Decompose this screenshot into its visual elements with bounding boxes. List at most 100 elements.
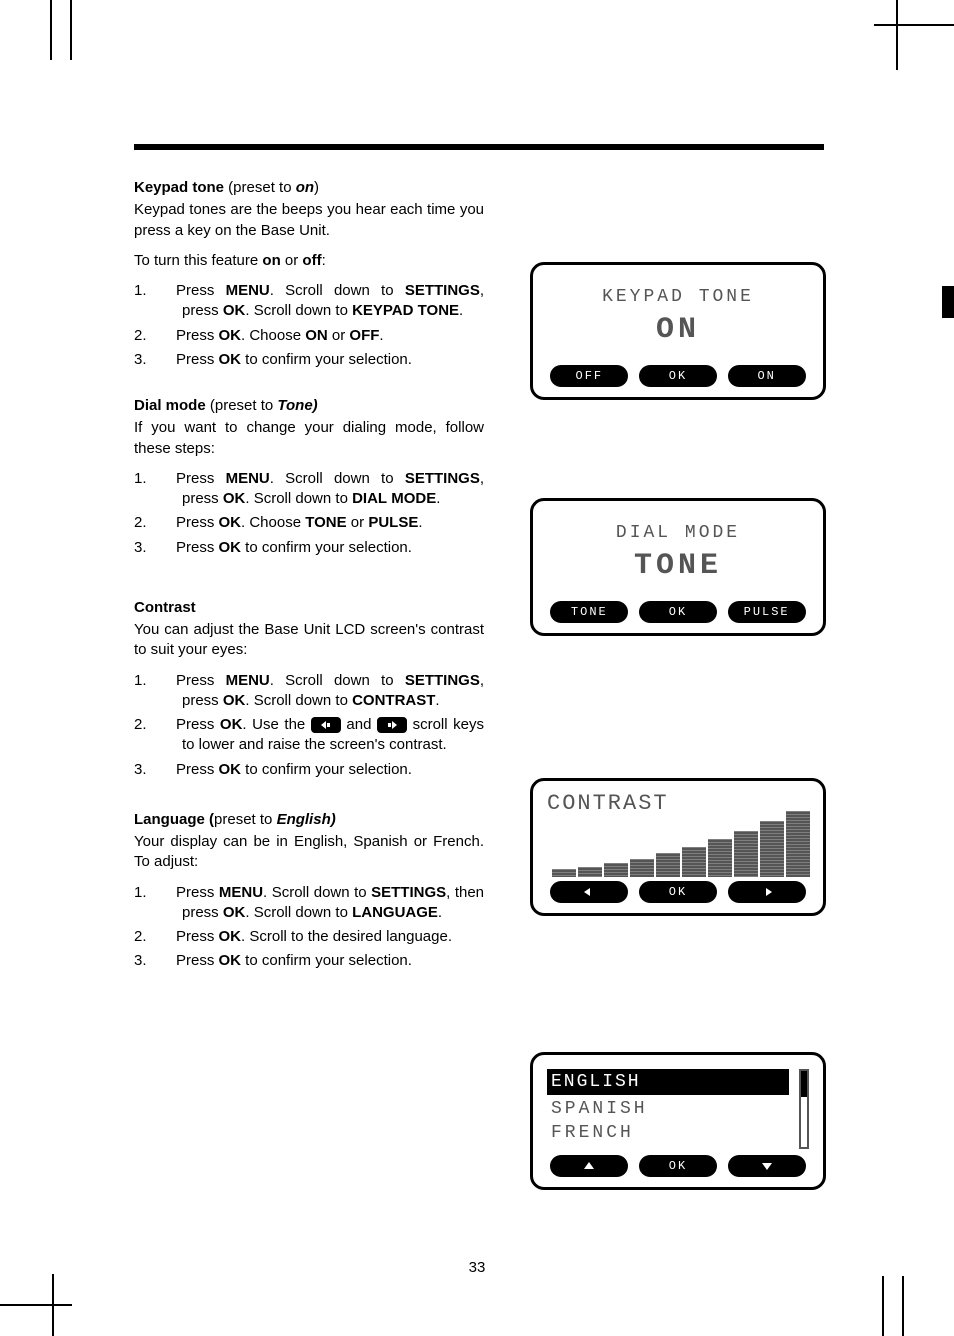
- softkey-down[interactable]: [728, 1155, 806, 1177]
- lcd-dial-mode: DIAL MODE TONE TONE OK PULSE: [530, 498, 826, 636]
- label: TONE: [571, 605, 608, 619]
- t: to confirm your selection.: [241, 761, 412, 778]
- steps-language: 1.Press MENU. Scroll down to SETTINGS, t…: [134, 883, 484, 972]
- t: .: [379, 327, 383, 344]
- t: . Scroll down to: [245, 490, 352, 507]
- t: MENU: [226, 672, 270, 689]
- text: :: [322, 252, 326, 269]
- lcd-keypad-tone: KEYPAD TONE ON OFF OK ON: [530, 262, 826, 400]
- intro-contrast: You can adjust the Base Unit LCD screen'…: [134, 620, 484, 661]
- softkey-pulse[interactable]: PULSE: [728, 601, 806, 623]
- edge-tab: [942, 286, 954, 318]
- lcd-language: ENGLISH SPANISH FRENCH OK: [530, 1052, 826, 1190]
- t: Press: [176, 928, 219, 945]
- t: Press: [176, 952, 219, 969]
- section-rule: [134, 144, 824, 150]
- heading-language: Language (preset to English): [134, 810, 484, 830]
- softkey-left[interactable]: [550, 881, 628, 903]
- t: OK: [223, 490, 246, 507]
- t: OK: [219, 928, 242, 945]
- crop-mark: [874, 24, 954, 26]
- t: Tone): [277, 397, 317, 414]
- t: preset to: [214, 811, 277, 828]
- body-column: Keypad tone (preset to on) Keypad tones …: [134, 160, 484, 976]
- page-number: 33: [0, 1259, 954, 1276]
- t: OK: [219, 952, 242, 969]
- t: or: [328, 327, 350, 344]
- t: Press: [176, 470, 226, 487]
- step: 2.Press OK. Choose TONE or PULSE.: [158, 513, 484, 533]
- step: 2.Press OK. Use the and scroll keys to l…: [158, 715, 484, 756]
- t: OK: [219, 539, 242, 556]
- turn-feature-line: To turn this feature on or off:: [134, 251, 484, 271]
- contrast-bars-icon: [547, 803, 817, 883]
- intro-keypad: Keypad tones are the beeps you hear each…: [134, 200, 484, 241]
- t: OK: [219, 327, 242, 344]
- t: . Use the: [242, 716, 310, 733]
- crop-mark: [896, 0, 898, 70]
- step: 3.Press OK to confirm your selection.: [158, 538, 484, 558]
- lang-item: SPANISH: [551, 1099, 648, 1119]
- crop-mark: [70, 0, 72, 60]
- softkey-ok[interactable]: OK: [639, 1155, 717, 1177]
- step: 3.Press OK to confirm your selection.: [158, 350, 484, 370]
- t: MENU: [226, 470, 270, 487]
- t: KEYPAD TONE: [352, 302, 459, 319]
- crop-mark: [50, 0, 52, 60]
- softkey-on[interactable]: ON: [728, 365, 806, 387]
- t: or: [347, 514, 369, 531]
- t: SETTINGS: [405, 282, 480, 299]
- t: PULSE: [368, 514, 418, 531]
- t: .: [436, 490, 440, 507]
- softkey-up[interactable]: [550, 1155, 628, 1177]
- t: Press: [176, 539, 219, 556]
- t: . Scroll to the desired language.: [241, 928, 452, 945]
- text: To turn this feature: [134, 252, 262, 269]
- t: to confirm your selection.: [241, 952, 412, 969]
- text: or: [281, 252, 303, 269]
- t: MODE: [391, 490, 436, 507]
- heading-keypad-tone: Keypad tone (preset to on): [134, 178, 484, 198]
- softkey-row: OK: [537, 1155, 819, 1177]
- softkey-tone[interactable]: TONE: [550, 601, 628, 623]
- t: Press: [176, 351, 219, 368]
- step: 1.Press MENU. Scroll down to SETTINGS, p…: [158, 671, 484, 712]
- text-on: on: [262, 252, 280, 269]
- softkey-ok[interactable]: OK: [639, 601, 717, 623]
- t: Press: [176, 884, 219, 901]
- t: TONE: [305, 514, 346, 531]
- lcd-line: KEYPAD TONE: [537, 287, 819, 307]
- t: Press: [176, 716, 220, 733]
- text-off: off: [302, 252, 321, 269]
- t: OK: [223, 692, 246, 709]
- lcd-scrollbar: [799, 1069, 809, 1149]
- t: .: [459, 302, 463, 319]
- crop-mark: [902, 1276, 904, 1336]
- softkey-right[interactable]: [728, 881, 806, 903]
- t: OK: [219, 514, 242, 531]
- crop-mark: [52, 1274, 54, 1336]
- softkey-ok[interactable]: OK: [639, 365, 717, 387]
- t: Press: [176, 327, 219, 344]
- t: Dial mode: [134, 397, 206, 414]
- scroll-left-key-icon: [311, 717, 341, 733]
- step: 3.Press OK to confirm your selection.: [158, 760, 484, 780]
- heading-end: ): [314, 179, 319, 196]
- heading-text: Keypad tone: [134, 179, 224, 196]
- step: 1.Press MENU. Scroll down to SETTINGS, t…: [158, 883, 484, 924]
- t: CONTRAST: [352, 692, 435, 709]
- softkey-ok[interactable]: OK: [639, 881, 717, 903]
- softkey-off[interactable]: OFF: [550, 365, 628, 387]
- label: ENGLISH: [551, 1072, 641, 1092]
- step: 2.Press OK. Choose ON or OFF.: [158, 326, 484, 346]
- step: 2.Press OK. Scroll to the desired langua…: [158, 927, 484, 947]
- t: SETTINGS: [371, 884, 446, 901]
- scroll-right-key-icon: [377, 717, 407, 733]
- label: OK: [669, 1159, 687, 1173]
- crop-mark: [882, 1276, 884, 1336]
- label: PULSE: [744, 605, 790, 619]
- label: ON: [757, 369, 775, 383]
- label: OK: [669, 369, 687, 383]
- lcd-line: DIAL MODE: [537, 523, 819, 543]
- heading-contrast: Contrast: [134, 598, 484, 618]
